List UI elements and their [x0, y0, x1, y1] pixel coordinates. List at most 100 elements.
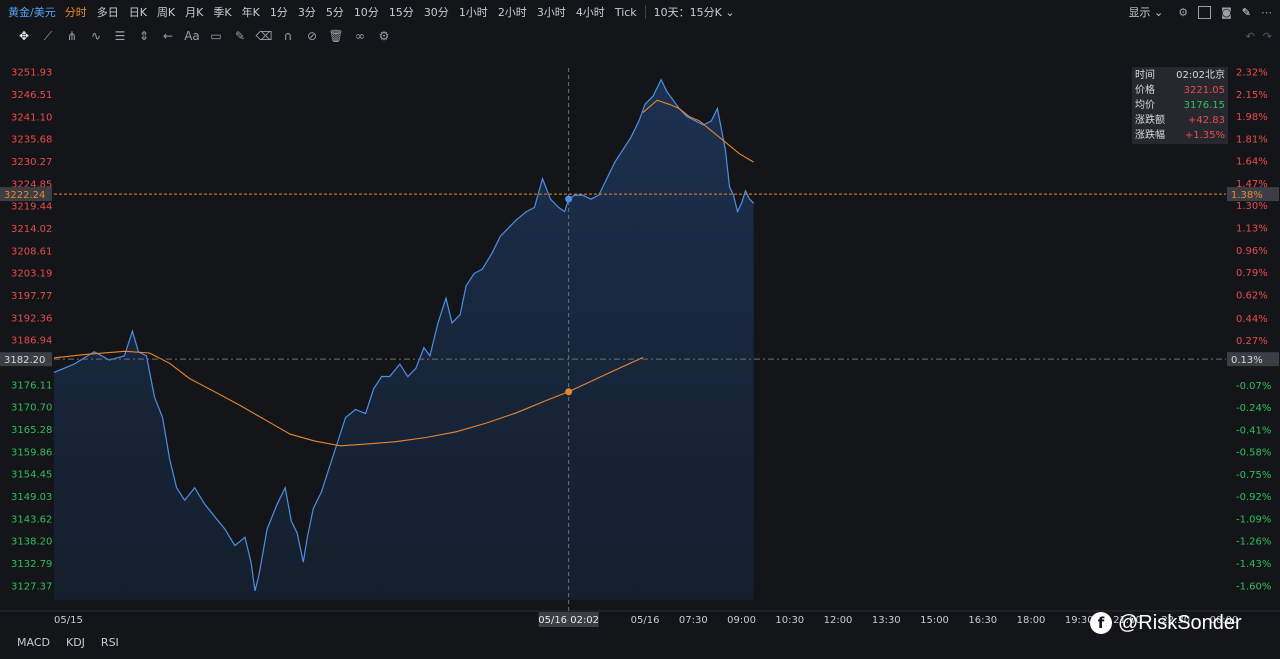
reference-pct-tag: 0.13% — [1231, 355, 1263, 366]
period-tab[interactable]: 年K — [241, 6, 260, 19]
symbol-selector[interactable]: 黄金/美元 — [8, 6, 56, 19]
period-tab[interactable]: 季K — [213, 6, 232, 19]
x-axis-label: 13:30 — [872, 615, 901, 626]
undo-icon[interactable]: ↶ — [1245, 29, 1255, 43]
watermark: f @RiskSonder — [1090, 608, 1242, 638]
current-pct-tag-bg — [1227, 187, 1279, 202]
settings-icon[interactable]: ⚙ — [378, 29, 390, 43]
percent-tick-label: 1.64% — [1236, 157, 1268, 168]
info-value: 02:02北京 — [1176, 70, 1225, 81]
checkbox-icon[interactable] — [1198, 5, 1212, 19]
x-axis-label: 05/15 — [54, 615, 83, 626]
period-tab[interactable]: 3小时 — [536, 6, 566, 19]
period-tab[interactable]: 分时 — [64, 6, 87, 19]
pen-icon[interactable]: ✎ — [1241, 5, 1251, 19]
price-tick-label: 3165.28 — [11, 425, 52, 436]
price-tick-label: 3127.37 — [11, 581, 52, 592]
price-tick-label: 3235.68 — [11, 135, 52, 146]
camera-icon[interactable]: ◙ — [1221, 5, 1232, 19]
period-tab[interactable]: 30分 — [423, 6, 449, 19]
percent-tick-label: -0.41% — [1236, 425, 1271, 436]
percent-tick-label: 0.27% — [1236, 336, 1268, 347]
pencil-icon[interactable]: ✎ — [234, 29, 246, 43]
trendline-icon[interactable]: ⟋ — [43, 28, 53, 43]
percent-tick-label: -0.58% — [1236, 448, 1271, 459]
percent-tick-label: 1.81% — [1236, 134, 1268, 145]
crosshair-time-tag-bg — [538, 612, 599, 627]
info-row: 涨跌幅 +1.35% — [1132, 128, 1228, 143]
trash-icon[interactable]: 🗑 — [328, 29, 344, 43]
price-tick-label: 3241.10 — [11, 112, 52, 123]
x-axis-label: 21:00 — [1113, 615, 1142, 626]
price-tick-label: 3192.36 — [11, 313, 52, 324]
x-axis-label: 22:30 — [1161, 615, 1190, 626]
price-tick-label: 3149.03 — [11, 492, 52, 503]
link-icon[interactable]: ∞ — [355, 29, 365, 43]
hide-icon[interactable]: ⊘ — [306, 29, 318, 43]
indicator-tab[interactable]: KDJ — [65, 636, 85, 649]
chevron-down-icon: ⌄ — [725, 6, 735, 19]
reference-price-tag: 3182.20 — [4, 355, 45, 366]
period-tab[interactable]: 10分 — [353, 6, 379, 19]
more-icon[interactable]: ⋯ — [1261, 5, 1272, 19]
crosshair-price-dot — [565, 195, 573, 203]
price-tick-label: 3170.70 — [11, 403, 52, 414]
period-tab[interactable]: 4小时 — [575, 6, 605, 19]
redo-icon[interactable]: ↷ — [1262, 29, 1272, 43]
indicator-tab[interactable]: MACD — [17, 636, 50, 649]
period-tab[interactable]: 2小时 — [497, 6, 527, 19]
wave-icon[interactable]: ∿ — [90, 29, 102, 43]
period-tab[interactable]: Tick — [614, 5, 637, 19]
period-tab[interactable]: 月K — [185, 6, 204, 19]
period-tab[interactable]: 周K — [156, 6, 176, 19]
price-tick-label: 3224.85 — [11, 179, 52, 190]
arrow-icon[interactable]: ← — [162, 29, 174, 43]
range-dropdown[interactable]: 10天：15分K ⌄ — [649, 4, 740, 20]
crosshair-average-dot — [565, 388, 573, 396]
measure-icon[interactable]: ⇕ — [138, 29, 150, 43]
period-tab[interactable]: 1分 — [269, 6, 288, 19]
average-price-line-day2 — [642, 99, 754, 163]
eraser-icon[interactable]: ⌫ — [255, 29, 273, 43]
percent-tick-label: 0.96% — [1236, 246, 1268, 257]
x-axis-label: 07:30 — [679, 615, 708, 626]
price-tick-label: 3138.20 — [11, 537, 52, 548]
price-tick-label: 3219.44 — [11, 202, 52, 213]
display-dropdown[interactable]: 显示 ⌄ — [1128, 6, 1164, 19]
magnet-icon[interactable]: ∩ — [283, 29, 293, 43]
text-icon[interactable]: Aa — [184, 29, 200, 43]
price-chart[interactable]: 3251.93 3246.51 3241.10 3235.68 3230.27 3224.… — [0, 48, 1280, 632]
price-tick-label: 3251.93 — [11, 68, 52, 79]
info-row: 价格 3221.05 — [1132, 83, 1228, 98]
move-icon[interactable]: ✥ — [18, 29, 30, 43]
fib-icon[interactable]: ☰ — [114, 29, 126, 43]
info-key: 价格 — [1135, 85, 1155, 96]
comment-icon[interactable]: ▭ — [210, 29, 222, 43]
info-row: 时间 02:02北京 — [1132, 68, 1228, 83]
price-tick-label: 3214.02 — [11, 224, 52, 235]
period-tab[interactable]: 15分 — [388, 6, 414, 19]
crosshair-info-panel: 时间 02:02北京 价格 3221.05 均价 3176.15 涨跌额 +42.83 涨跌幅 +… — [1132, 67, 1228, 144]
price-tick-label: 3246.51 — [11, 90, 52, 101]
price-tick-label: 3197.77 — [11, 291, 52, 302]
price-tick-label: 3203.19 — [11, 269, 52, 280]
percent-tick-label: -1.26% — [1236, 537, 1271, 548]
percent-tick-label: -1.09% — [1236, 514, 1271, 525]
price-tick-label: 3154.45 — [11, 470, 52, 481]
percent-tick-label: -0.92% — [1236, 492, 1271, 503]
x-axis-label: 05/16 — [631, 615, 660, 626]
fork-icon[interactable]: ⋔ — [66, 29, 78, 43]
period-tab[interactable]: 日K — [128, 6, 147, 19]
price-tick-label: 3143.62 — [11, 514, 52, 525]
gear-icon[interactable]: ⚙ — [1178, 5, 1189, 19]
x-axis-label: 09:00 — [727, 615, 756, 626]
period-tab[interactable]: 5分 — [325, 6, 344, 19]
period-tab[interactable]: 多日 — [96, 6, 119, 19]
current-pct-tag: 1.38% — [1231, 190, 1263, 201]
period-tabs: 分时 多日 日K 周K 月K 季K 年K 1分 3分 5分 10分 15分 30分 1小时 2小时 3小时 4小… — [60, 4, 642, 20]
indicator-tab[interactable]: RSI — [100, 636, 119, 649]
indicator-tabs: MACD KDJ RSI — [0, 636, 119, 654]
period-tab[interactable]: 1小时 — [458, 6, 488, 19]
period-tab[interactable]: 3分 — [297, 6, 316, 19]
info-value: +42.83 — [1187, 115, 1225, 126]
